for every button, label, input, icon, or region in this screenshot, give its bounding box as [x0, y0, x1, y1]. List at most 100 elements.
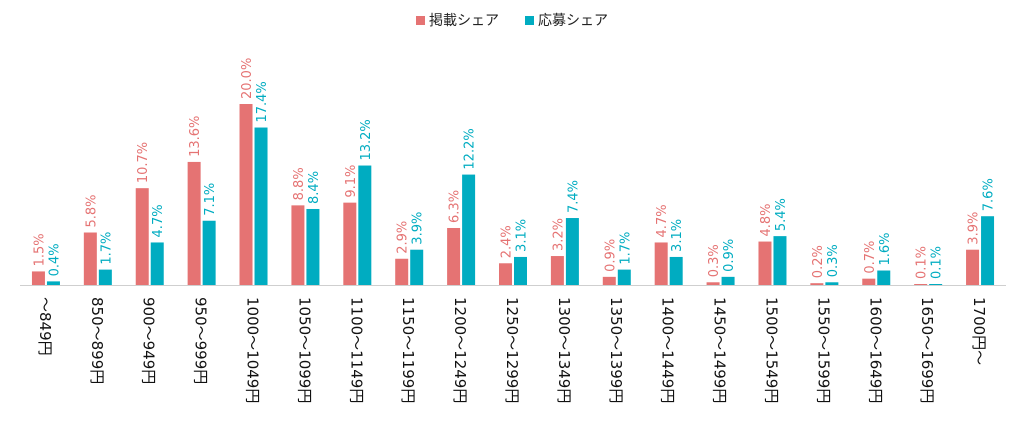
bar-keisai-0 [31, 271, 45, 285]
legend-label-oubo: 応募シェア [538, 13, 608, 29]
legend-item-keisai: 掲載シェア [416, 10, 499, 30]
bar-keisai-6 [343, 202, 357, 285]
bar-oubo-16 [877, 270, 891, 285]
data-label-oubo-10: 7.4% [566, 180, 581, 213]
data-label-keisai-4: 20.0% [240, 58, 255, 99]
category-label-18: 1700円～ [970, 297, 988, 365]
data-label-oubo-7: 3.9% [411, 212, 426, 245]
data-label-oubo-12: 3.1% [670, 219, 685, 252]
data-label-oubo-17: 0.1% [930, 246, 945, 279]
bar-oubo-7 [410, 249, 424, 285]
category-label-17: 1650～1699円 [918, 297, 936, 403]
data-label-oubo-1: 1.7% [99, 232, 114, 265]
bar-oubo-9 [514, 256, 527, 285]
bar-oubo-10 [565, 218, 579, 285]
data-label-keisai-12: 4.7% [655, 204, 670, 237]
data-label-keisai-10: 3.2% [551, 218, 566, 251]
legend-swatch-oubo [525, 15, 534, 25]
bar-keisai-12 [654, 242, 668, 285]
data-label-keisai-9: 2.4% [500, 225, 515, 258]
data-label-oubo-14: 5.4% [774, 198, 789, 231]
bar-keisai-14 [758, 241, 772, 285]
data-label-keisai-5: 8.8% [292, 167, 307, 200]
data-label-oubo-9: 3.1% [515, 219, 530, 252]
bar-keisai-2 [135, 188, 149, 285]
bar-oubo-8 [462, 174, 476, 285]
bar-keisai-15 [810, 283, 824, 285]
bar-keisai-17 [914, 284, 928, 285]
data-label-oubo-4: 17.4% [255, 81, 270, 122]
bar-oubo-14 [773, 236, 787, 285]
category-label-12: 1400～1449円 [659, 297, 677, 403]
category-label-1: 850～899円 [88, 297, 106, 384]
data-label-oubo-6: 13.2% [359, 119, 374, 160]
bar-oubo-6 [358, 165, 372, 285]
bar-keisai-7 [395, 258, 409, 285]
bar-keisai-18 [966, 249, 980, 285]
category-label-6: 1100～1149円 [347, 297, 365, 403]
category-label-13: 1450～1499円 [711, 297, 729, 403]
category-label-9: 1250～1299円 [503, 297, 521, 403]
bar-oubo-18 [981, 216, 995, 285]
data-label-keisai-18: 3.9% [967, 212, 982, 245]
data-label-keisai-13: 0.3% [707, 244, 722, 277]
bar-keisai-10 [550, 256, 564, 285]
category-label-2: 900～949円 [140, 297, 158, 384]
bar-oubo-0 [46, 281, 60, 285]
bar-oubo-15 [825, 282, 839, 285]
bar-oubo-11 [617, 269, 631, 285]
data-label-keisai-14: 4.8% [759, 204, 774, 237]
data-label-oubo-15: 0.3% [826, 244, 841, 277]
category-label-7: 1150～1199円 [399, 297, 417, 403]
data-label-oubo-8: 12.2% [463, 128, 478, 169]
bar-keisai-3 [187, 161, 201, 285]
bar-keisai-1 [83, 232, 97, 285]
data-label-oubo-18: 7.6% [982, 178, 997, 211]
category-label-5: 1050～1099円 [295, 297, 313, 403]
bar-oubo-13 [721, 276, 735, 285]
legend-label-keisai: 掲載シェア [429, 13, 499, 29]
data-label-oubo-5: 8.4% [307, 171, 322, 204]
data-label-oubo-11: 1.7% [618, 232, 633, 265]
category-label-3: 950～999円 [192, 297, 210, 384]
bar-keisai-11 [602, 276, 616, 285]
category-label-8: 1200～1249円 [451, 297, 469, 403]
data-label-oubo-3: 7.1% [203, 183, 218, 216]
data-label-keisai-8: 6.3% [448, 190, 463, 223]
bar-oubo-1 [98, 269, 112, 285]
chart-legend: 掲載シェア 応募シェア [0, 10, 1024, 34]
data-label-oubo-2: 4.7% [151, 204, 166, 237]
category-label-4: 1000～1049円 [244, 297, 262, 403]
bar-keisai-4 [239, 104, 253, 285]
data-label-oubo-16: 1.6% [878, 232, 893, 265]
bar-keisai-8 [447, 227, 461, 285]
data-label-keisai-3: 13.6% [188, 116, 203, 157]
category-label-11: 1350～1399円 [607, 297, 625, 403]
category-label-0: ～849円 [36, 297, 54, 356]
category-label-16: 1600～1649円 [866, 297, 884, 403]
bar-keisai-9 [499, 263, 512, 285]
legend-swatch-keisai [416, 15, 425, 25]
bar-keisai-5 [291, 205, 305, 285]
data-label-keisai-2: 10.7% [136, 142, 151, 183]
bar-keisai-13 [706, 282, 720, 285]
bar-oubo-17 [929, 284, 943, 285]
data-label-keisai-15: 0.2% [811, 245, 826, 278]
data-label-keisai-16: 0.7% [863, 241, 878, 274]
data-label-keisai-0: 1.5% [32, 233, 47, 266]
legend-item-oubo: 応募シェア [525, 10, 608, 30]
data-label-keisai-17: 0.1% [915, 246, 930, 279]
bar-oubo-4 [254, 127, 268, 285]
data-label-keisai-7: 2.9% [396, 221, 411, 254]
data-label-keisai-6: 9.1% [344, 165, 359, 198]
bar-keisai-16 [862, 278, 876, 285]
bar-oubo-2 [150, 242, 164, 285]
category-label-10: 1300～1349円 [555, 297, 573, 403]
data-label-oubo-0: 0.4% [47, 243, 62, 276]
data-label-keisai-11: 0.9% [603, 239, 618, 272]
category-label-15: 1550～1599円 [814, 297, 832, 403]
data-label-keisai-1: 5.8% [84, 194, 99, 227]
data-label-oubo-13: 0.9% [722, 239, 737, 272]
bar-oubo-5 [306, 208, 320, 285]
